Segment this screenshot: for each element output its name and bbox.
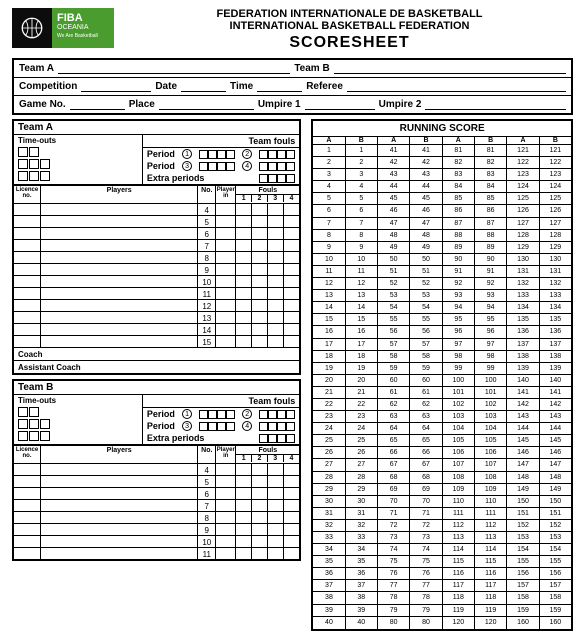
right-column: RUNNING SCORE ABABABAB 12345678910111213… [311, 119, 573, 631]
team-a-label: Team A [19, 63, 54, 74]
doc-title: SCORESHEET [126, 34, 573, 52]
org-line-1: FEDERATION INTERNATIONALE DE BASKETBALL [126, 8, 573, 20]
fouls-col: Fouls [236, 187, 299, 195]
running-score-body: 1234567891011121314151617181920212223242… [313, 145, 571, 629]
player-row: 7 [14, 239, 299, 251]
players-header-b: Licence no. Players No. Player in Fouls … [14, 445, 299, 463]
player-row: 12 [14, 299, 299, 311]
player-row: 5 [14, 475, 299, 487]
player-row: 4 [14, 203, 299, 215]
licence-col: Licence no. [14, 186, 40, 203]
umpire2-label: Umpire 2 [379, 99, 422, 110]
gameno-label: Game No. [19, 99, 66, 110]
header: FIBA OCEANIA We Are Basketball FEDERATIO… [12, 8, 573, 52]
header-text: FEDERATION INTERNATIONALE DE BASKETBALL … [126, 8, 573, 52]
player-row: 9 [14, 523, 299, 535]
player-row: 5 [14, 215, 299, 227]
place-label: Place [129, 99, 155, 110]
player-row: 11 [14, 547, 299, 559]
team-b-box: Team B Time-outs Team fouls Period 1 2 P… [12, 379, 301, 561]
player-row: 6 [14, 487, 299, 499]
playerin-col: Player in [215, 186, 235, 203]
player-row: 6 [14, 227, 299, 239]
game-info-box: Team A Team B Competition Date Time Refe… [12, 58, 573, 115]
player-row: 9 [14, 263, 299, 275]
timeouts-label: Time-outs [18, 136, 56, 145]
date-label: Date [155, 81, 177, 92]
player-row: 8 [14, 251, 299, 263]
players-col: Players [40, 186, 197, 203]
competition-label: Competition [19, 81, 77, 92]
timeouts-label-b: Time-outs [18, 396, 56, 405]
team-b-label: Team B [294, 63, 329, 74]
extra-label-a: Extra periods [147, 173, 205, 183]
logo-brand: FIBA [57, 12, 109, 24]
player-row: 10 [14, 275, 299, 287]
player-row: 4 [14, 463, 299, 475]
team-a-box: Team A Time-outs Team fouls Period 1 2 P… [12, 119, 301, 375]
coach-row-a: Coach [14, 347, 299, 360]
teamfouls-label: Team fouls [248, 136, 295, 146]
umpire1-label: Umpire 1 [258, 99, 301, 110]
asst-coach-row-a: Assistant Coach [14, 360, 299, 373]
fiba-oceania-logo: FIBA OCEANIA We Are Basketball [52, 8, 114, 48]
running-score-header: ABABABAB [313, 137, 571, 145]
running-score-box: RUNNING SCORE ABABABAB 12345678910111213… [311, 119, 573, 631]
fiba-globe-icon [12, 8, 52, 48]
player-row: 7 [14, 499, 299, 511]
time-label: Time [230, 81, 253, 92]
left-column: Team A Time-outs Team fouls Period 1 2 P… [12, 119, 301, 631]
no-col: No. [197, 186, 215, 203]
logo-tag: We Are Basketball [57, 34, 109, 40]
period-label-a1: Period [147, 149, 175, 159]
player-row: 14 [14, 323, 299, 335]
org-line-2: INTERNATIONAL BASKETBALL FEDERATION [126, 20, 573, 32]
info-game-row: Game No. Place Umpire 1 Umpire 2 [14, 96, 571, 113]
player-row: 13 [14, 311, 299, 323]
player-row: 8 [14, 511, 299, 523]
team-a-title: Team A [14, 121, 299, 135]
teamfouls-label-b: Team fouls [248, 396, 295, 406]
player-row: 15 [14, 335, 299, 347]
team-b-title: Team B [14, 381, 299, 395]
player-row: 11 [14, 287, 299, 299]
running-score-title: RUNNING SCORE [313, 121, 571, 137]
period-label-a2: Period [147, 161, 175, 171]
logo-block: FIBA OCEANIA We Are Basketball [12, 8, 114, 48]
info-teams-row: Team A Team B [14, 60, 571, 78]
logo-region: OCEANIA [57, 24, 109, 32]
players-header-a: Licence no. Players No. Player in Fouls … [14, 185, 299, 203]
referee-label: Referee [306, 81, 343, 92]
player-row: 10 [14, 535, 299, 547]
info-comp-row: Competition Date Time Referee [14, 78, 571, 96]
